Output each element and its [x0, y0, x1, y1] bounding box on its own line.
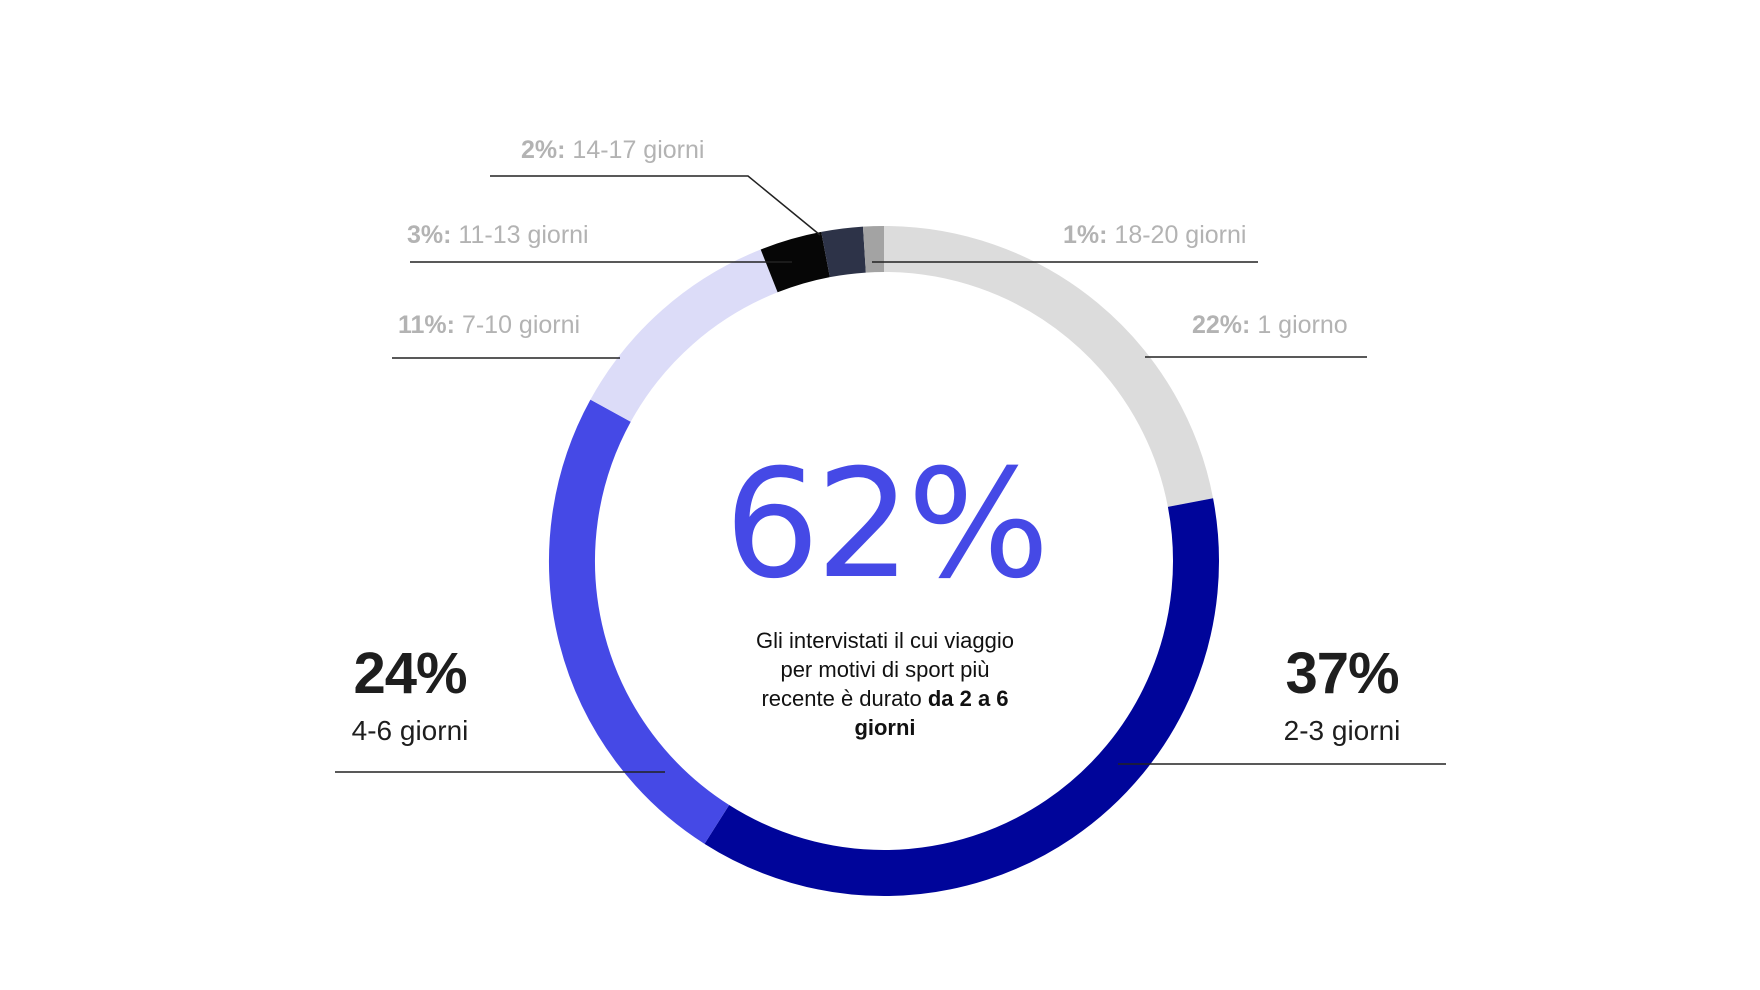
donut-slice-18-20-giorni: [862, 226, 885, 273]
leader-line-14-17: [490, 175, 821, 236]
label-7-10-giorni: 11%: 7-10 giorni: [398, 311, 581, 339]
center-percentage: 62%: [724, 438, 1049, 612]
donut-slice-4-6-giorni: [549, 399, 730, 844]
label-18-20-giorni: 1%: 18-20 giorni: [1063, 221, 1247, 249]
label-1-giorno: 22%: 1 giorno: [1192, 311, 1348, 339]
label-4-6-giorni: 24% 4-6 giorni: [330, 645, 490, 747]
center-caption: Gli intervistati il cui viaggio per moti…: [756, 628, 1014, 740]
donut-slices: [549, 226, 1219, 896]
text-4-6-giorni: 4-6 giorni: [351, 715, 469, 746]
leader-lines: [335, 175, 1446, 773]
label-11-13-giorni: 3%: 11-13 giorni: [407, 221, 589, 249]
donut-slice-7-10-giorni: [590, 249, 778, 423]
text-2-3-giorni: 2-3 giorni: [1283, 715, 1401, 746]
donut-slice-14-17-giorni: [821, 226, 867, 278]
donut-slice-1-giorno: [883, 226, 1214, 507]
center-caption-bold: da 2 a 6 giorni: [854, 686, 1009, 740]
donut-slice-11-13-giorni: [760, 231, 831, 293]
donut-slice-2-3-giorni: [704, 498, 1219, 896]
percent-4-6-giorni: 24%: [353, 641, 467, 706]
label-14-17-giorni: 2%: 14-17 giorni: [521, 136, 705, 164]
percent-2-3-giorni: 37%: [1285, 641, 1399, 706]
label-2-3-giorni: 37% 2-3 giorni: [1262, 645, 1422, 747]
center-summary: 62% Gli intervistati il cui viaggio per …: [700, 450, 1070, 742]
